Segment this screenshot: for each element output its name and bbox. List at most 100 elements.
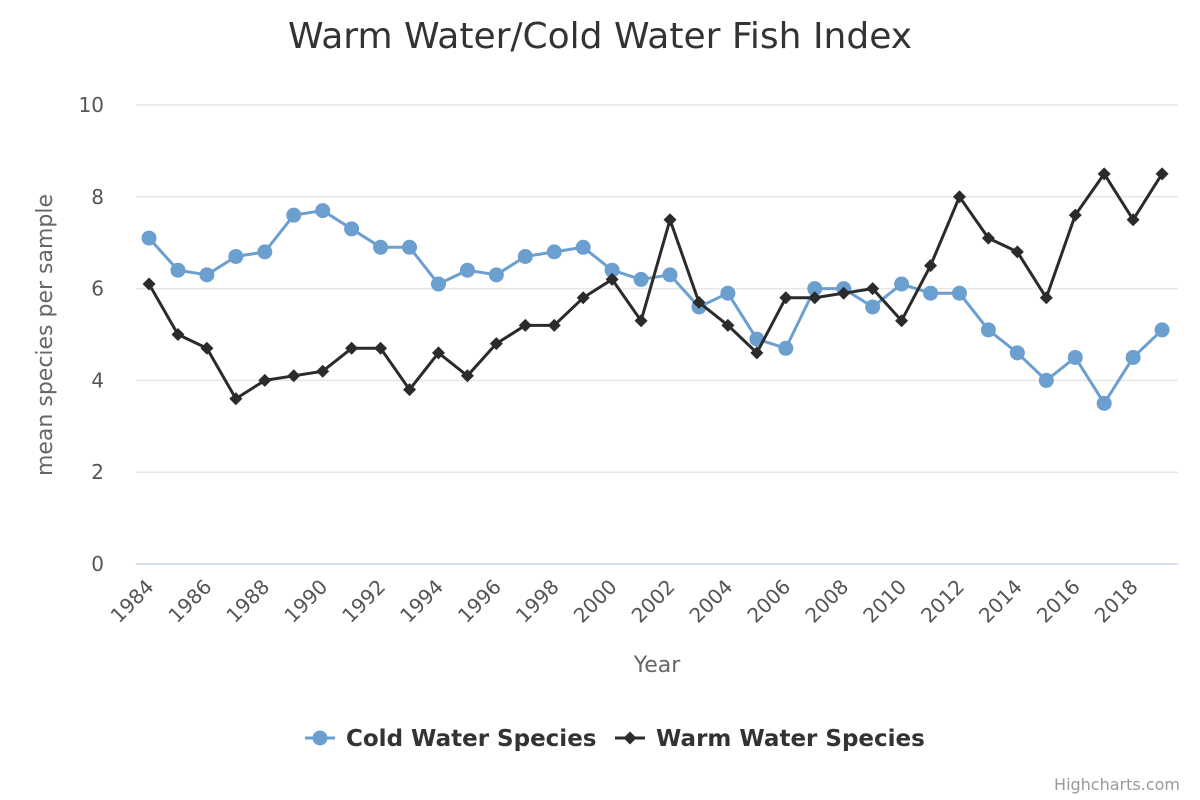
y-tick-label: 10 — [79, 93, 104, 117]
data-point[interactable] — [345, 341, 359, 355]
data-point[interactable] — [951, 285, 967, 301]
data-point[interactable] — [430, 276, 446, 292]
data-point[interactable] — [199, 267, 215, 283]
data-point[interactable] — [373, 239, 389, 255]
data-point[interactable] — [431, 346, 445, 360]
y-axis-title: mean species per sample — [33, 194, 58, 476]
data-point[interactable] — [778, 340, 794, 356]
legend-label: Warm Water Species — [656, 726, 925, 752]
data-point[interactable] — [286, 207, 302, 223]
x-axis-ticks: 1984 1986 1988 1990 1992 1994 1996 1998 2000 2002… — [106, 575, 1143, 628]
series-1 — [142, 167, 1169, 406]
data-point[interactable] — [1155, 167, 1169, 181]
data-point[interactable] — [720, 285, 736, 301]
data-point[interactable] — [750, 346, 764, 360]
data-point[interactable] — [228, 248, 244, 264]
legend-symbol — [312, 730, 328, 746]
data-point[interactable] — [895, 314, 909, 328]
gridlines — [136, 104, 1178, 565]
data-point[interactable] — [315, 203, 331, 219]
data-point[interactable] — [1125, 349, 1141, 365]
y-tick-label: 4 — [91, 368, 104, 392]
legend-item-0[interactable]: Cold Water Species — [305, 726, 596, 752]
data-point[interactable] — [575, 239, 591, 255]
data-point[interactable] — [171, 328, 185, 341]
data-point[interactable] — [981, 231, 995, 245]
data-point[interactable] — [547, 318, 561, 332]
data-point[interactable] — [1067, 349, 1083, 365]
data-point[interactable] — [721, 318, 735, 332]
x-tick-label: 1986 — [163, 575, 216, 628]
data-point[interactable] — [142, 277, 156, 291]
data-point[interactable] — [488, 267, 504, 283]
data-point[interactable] — [141, 230, 157, 246]
y-tick-label: 8 — [91, 185, 104, 209]
data-point[interactable] — [807, 281, 823, 297]
data-point[interactable] — [808, 291, 822, 305]
x-tick-label: 1996 — [453, 575, 506, 628]
data-point[interactable] — [518, 318, 532, 332]
data-point[interactable] — [402, 239, 418, 255]
data-point[interactable] — [837, 286, 851, 300]
data-point[interactable] — [865, 299, 881, 315]
data-point[interactable] — [1009, 345, 1025, 361]
data-point[interactable] — [258, 373, 272, 387]
data-point[interactable] — [894, 276, 910, 292]
x-tick-label: 1992 — [337, 575, 390, 628]
data-point[interactable] — [344, 221, 360, 237]
data-point[interactable] — [287, 369, 301, 383]
data-point[interactable] — [546, 244, 562, 260]
data-point[interactable] — [316, 364, 330, 378]
data-point[interactable] — [866, 282, 880, 296]
data-point[interactable] — [663, 213, 677, 227]
data-point[interactable] — [604, 262, 620, 278]
data-point[interactable] — [1010, 245, 1024, 259]
data-point[interactable] — [1068, 208, 1082, 222]
y-axis-ticks: 0 2 4 6 8 10 — [79, 93, 104, 576]
data-point[interactable] — [634, 314, 648, 328]
x-tick-label: 1994 — [395, 575, 448, 628]
data-point[interactable] — [779, 291, 793, 305]
data-point[interactable] — [980, 322, 996, 338]
chart-title: Warm Water/Cold Water Fish Index — [288, 16, 912, 57]
legend-symbol — [623, 731, 637, 745]
y-tick-label: 2 — [91, 460, 104, 484]
x-tick-label: 1984 — [106, 575, 159, 628]
data-point[interactable] — [374, 341, 388, 355]
data-point[interactable] — [923, 285, 939, 301]
data-point[interactable] — [576, 291, 590, 305]
data-point[interactable] — [633, 271, 649, 287]
data-point[interactable] — [1038, 372, 1054, 388]
legend-item-1[interactable]: Warm Water Species — [615, 726, 925, 752]
credits-text[interactable]: Highcharts.com — [1054, 775, 1180, 794]
y-tick-label: 6 — [91, 277, 104, 301]
series-line — [147, 172, 1164, 401]
data-point[interactable] — [1039, 291, 1053, 305]
x-tick-label: 1990 — [279, 575, 332, 628]
data-point[interactable] — [1096, 395, 1112, 411]
data-point[interactable] — [662, 267, 678, 283]
data-point[interactable] — [229, 392, 243, 406]
data-point[interactable] — [170, 262, 186, 278]
legend[interactable]: Cold Water Species Warm Water Species — [305, 726, 925, 752]
data-point[interactable] — [403, 383, 417, 397]
data-point[interactable] — [257, 244, 273, 260]
data-point[interactable] — [692, 295, 706, 309]
legend-label: Cold Water Species — [346, 726, 596, 752]
data-point[interactable] — [1126, 213, 1140, 227]
data-point[interactable] — [605, 272, 619, 286]
data-point[interactable] — [460, 369, 474, 383]
x-tick-label: 2004 — [684, 575, 737, 628]
data-point[interactable] — [489, 337, 503, 351]
data-point[interactable] — [1097, 167, 1111, 181]
data-point[interactable] — [459, 262, 475, 278]
data-point[interactable] — [517, 248, 533, 264]
x-tick-label: 2018 — [1090, 575, 1143, 628]
x-tick-label: 2008 — [800, 575, 853, 628]
data-point[interactable] — [200, 341, 214, 355]
data-point[interactable] — [952, 190, 966, 204]
y-tick-label: 0 — [91, 552, 104, 576]
data-point[interactable] — [924, 259, 938, 273]
data-point[interactable] — [1154, 322, 1170, 338]
